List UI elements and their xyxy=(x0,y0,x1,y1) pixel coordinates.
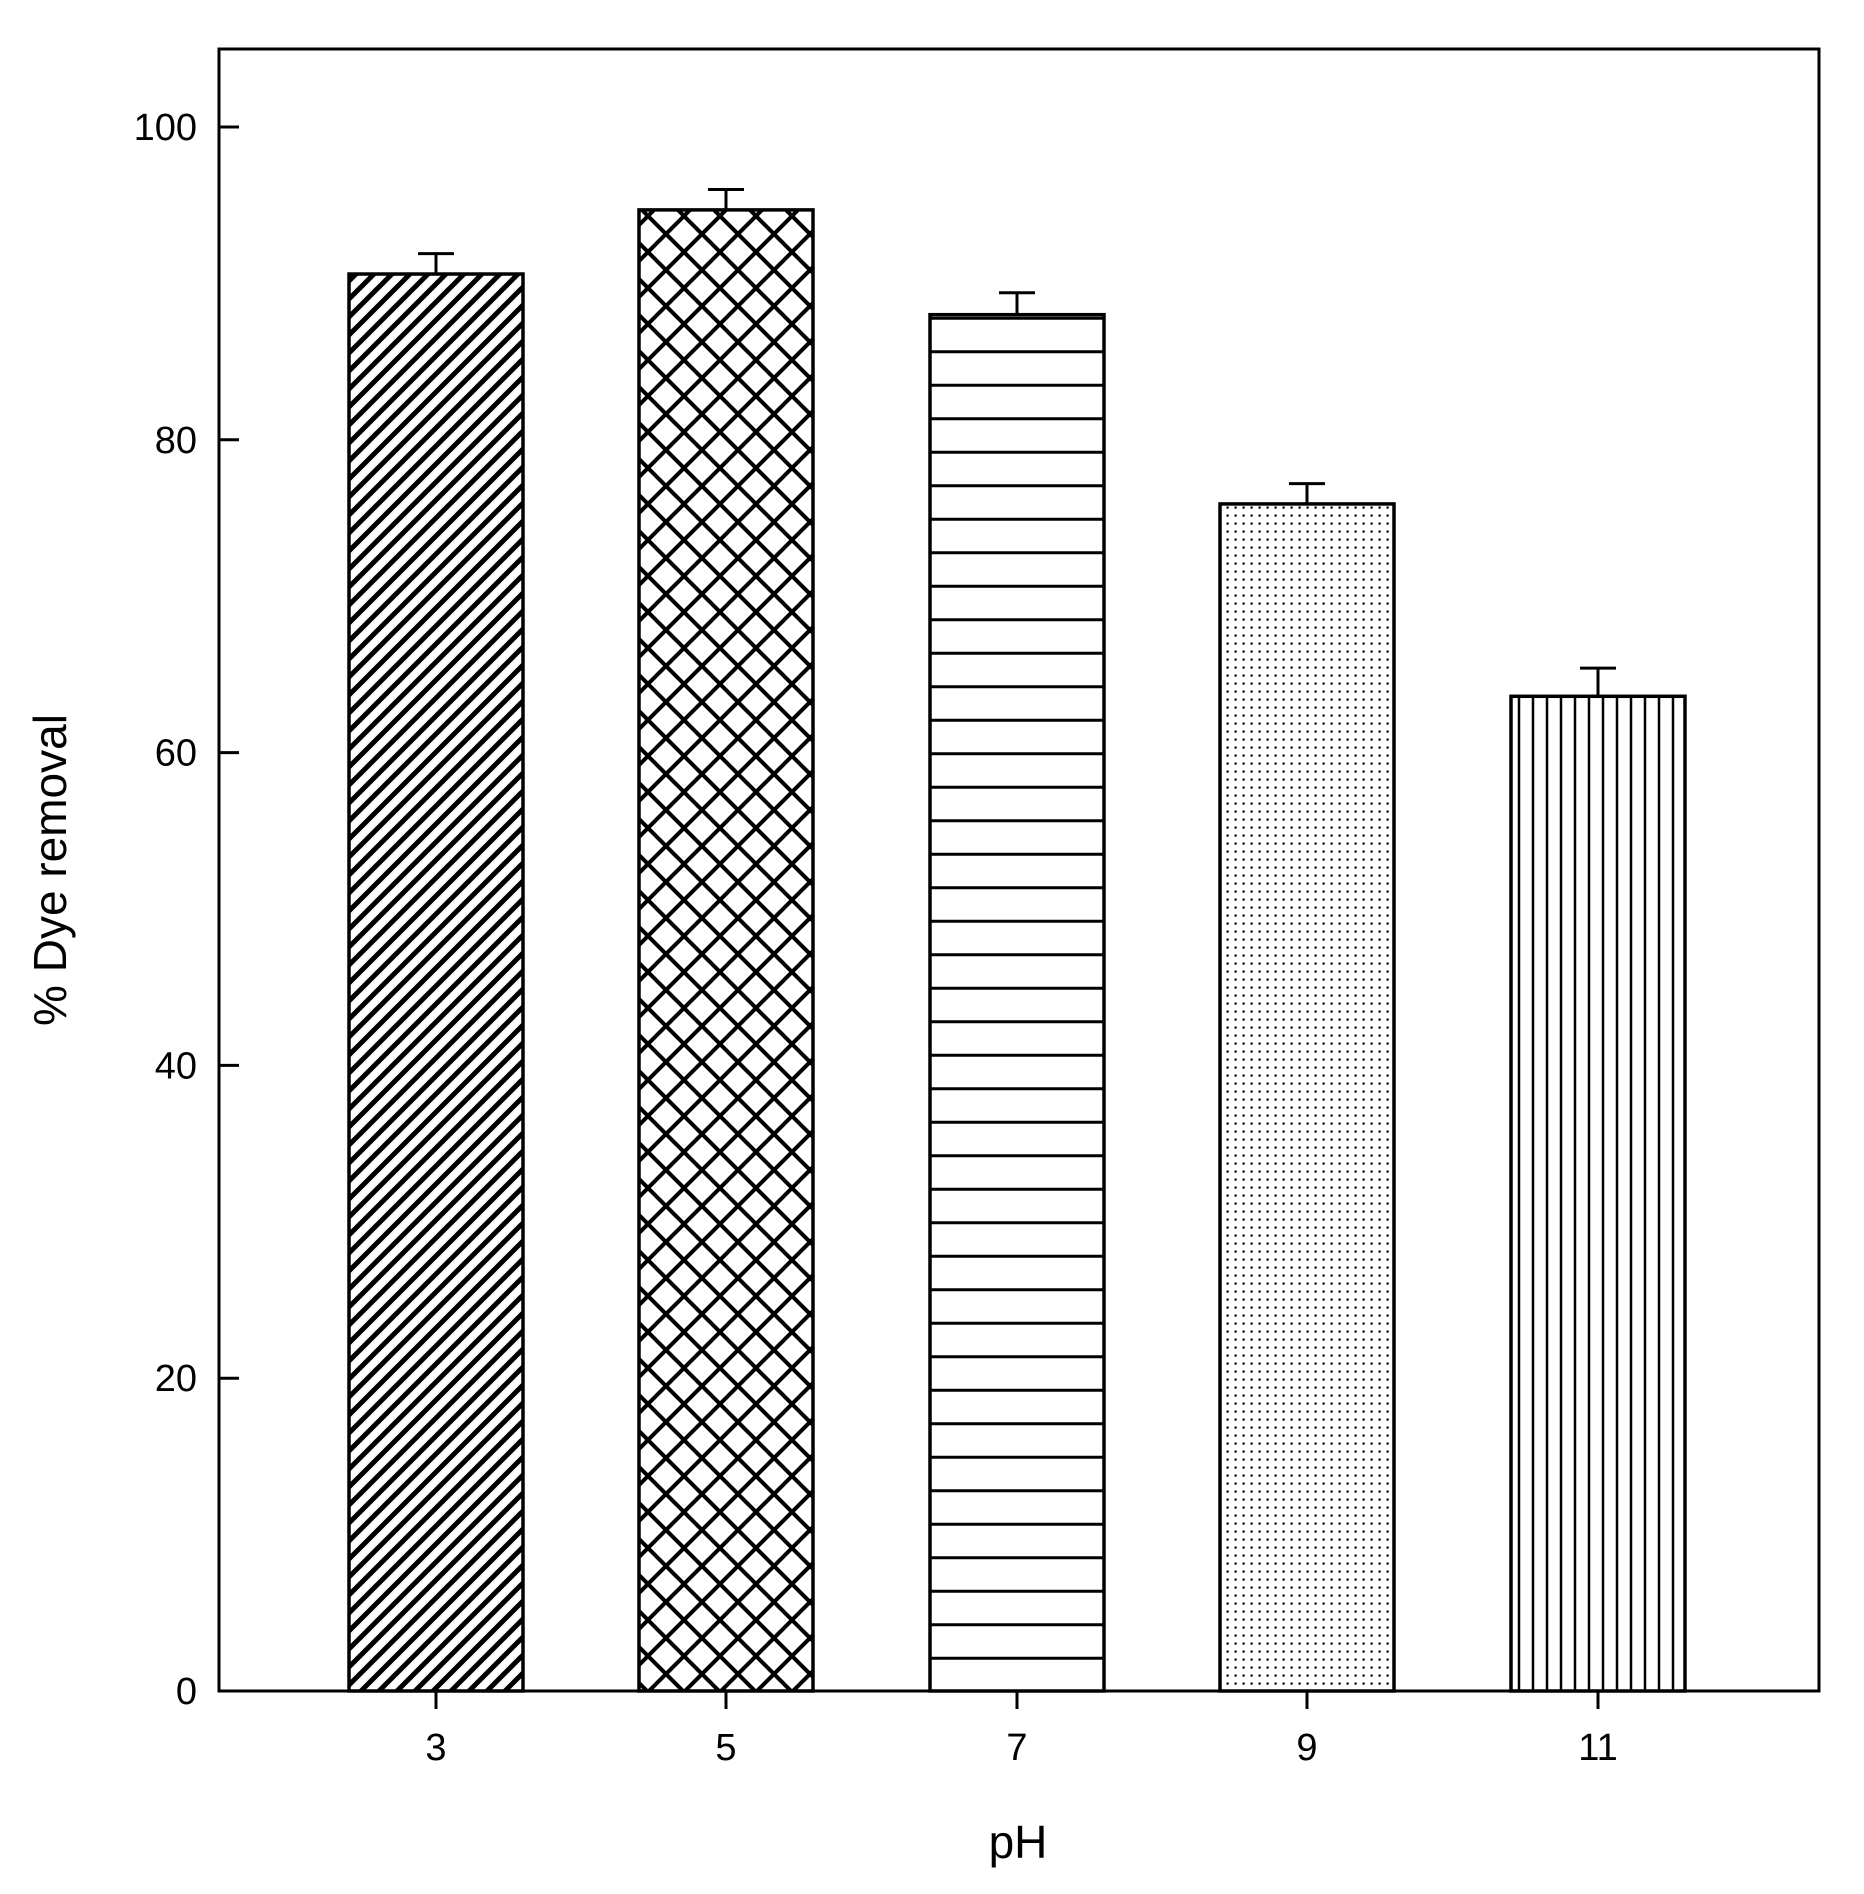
x-axis-label: pH xyxy=(989,1816,1048,1868)
bar-11 xyxy=(1509,694,1687,1693)
x-tick-label-7: 7 xyxy=(1006,1727,1027,1769)
y-axis-label: % Dye removal xyxy=(24,714,76,1026)
bar-5 xyxy=(637,208,815,1693)
y-tick-label-80: 80 xyxy=(155,420,197,462)
x-tick-label-3: 3 xyxy=(425,1727,446,1769)
y-tick-label-40: 40 xyxy=(155,1045,197,1087)
bar-3 xyxy=(347,272,525,1693)
bars-group xyxy=(347,208,1687,1693)
x-tick-label-11: 11 xyxy=(1578,1727,1617,1769)
y-axis: 0 20 40 60 80 100 xyxy=(134,107,239,1713)
bar-7 xyxy=(928,312,1106,1693)
y-tick-label-0: 0 xyxy=(176,1671,197,1713)
error-bars-group xyxy=(418,188,1616,697)
x-axis: 3 5 7 9 11 xyxy=(425,1691,1618,1769)
y-tick-label-100: 100 xyxy=(134,107,197,149)
y-tick-label-20: 20 xyxy=(155,1358,197,1400)
x-tick-label-5: 5 xyxy=(715,1727,736,1769)
x-tick-label-9: 9 xyxy=(1296,1727,1317,1769)
bar-9 xyxy=(1218,502,1396,1693)
y-tick-label-60: 60 xyxy=(155,733,197,775)
